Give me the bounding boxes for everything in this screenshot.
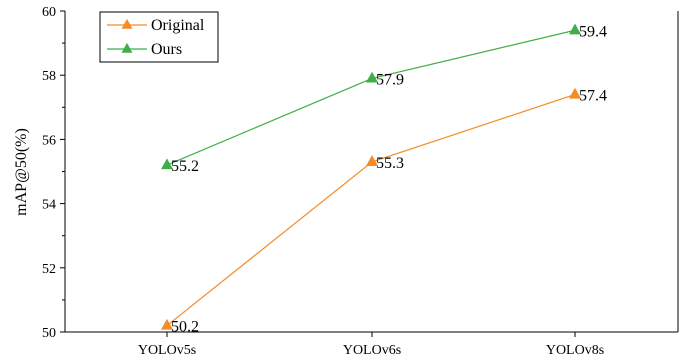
data-label-original: 50.2 [171,319,199,336]
axes: 50 52 54 56 58 60 YOLOv5s YOLOv6s YOLOv8s [42,5,679,358]
data-point-original [569,87,581,99]
data-point-ours [569,23,581,35]
data-labels: 50.2 55.3 57.4 55.2 57.9 59.4 [171,23,607,335]
y-tick-label: 52 [42,262,56,277]
y-tick-label: 54 [42,198,56,213]
data-point-original [366,155,378,166]
data-point-original [161,318,173,330]
data-label-original: 57.4 [579,87,607,104]
legend-box [99,11,219,63]
data-label-ours: 57.9 [376,71,404,88]
x-tick-label: YOLOv8s [546,343,604,358]
x-tick-label: YOLOv6s [343,343,401,358]
y-tick-label: 60 [42,5,56,20]
legend-marker-original [121,18,133,29]
y-tick-label: 58 [42,69,56,84]
data-label-original: 55.3 [376,155,404,172]
data-label-ours: 59.4 [579,23,607,40]
series-line-original [166,93,576,327]
legend: Original Ours [99,11,219,63]
series-layer [161,23,581,330]
data-point-ours [366,71,378,83]
legend-label-ours: Ours [151,41,182,58]
x-tick-label: YOLOv5s [138,343,196,358]
series-line-ours [166,29,576,166]
data-label-ours: 55.2 [171,158,199,175]
y-tick-label: 56 [42,133,56,148]
data-point-ours [161,158,173,170]
legend-label-original: Original [151,17,205,34]
y-tick-label: 50 [42,326,56,341]
legend-marker-ours [121,42,133,53]
y-axis-title: mAP@50(%) [13,128,30,216]
